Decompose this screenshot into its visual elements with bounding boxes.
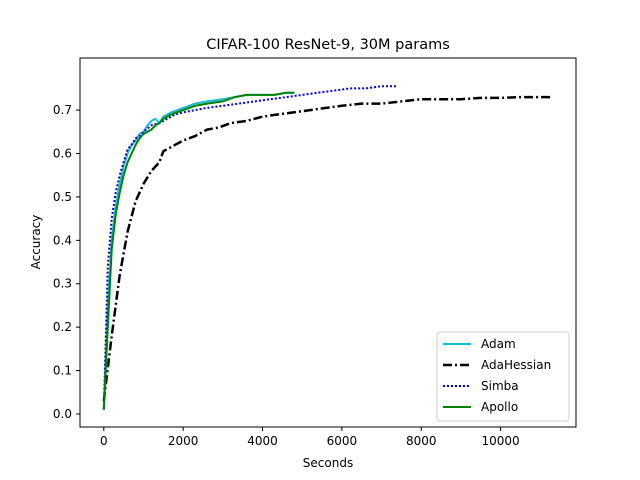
x-ticks: 0 2000 4000 6000 8000 10000 xyxy=(100,427,520,448)
plot-frame xyxy=(79,57,577,428)
x-tick-label: 4000 xyxy=(247,434,278,448)
legend-label-adam: Adam xyxy=(481,337,516,351)
series-line-simba xyxy=(102,85,398,410)
x-tick-label: 10000 xyxy=(482,434,520,448)
legend-label-adahessian: AdaHessian xyxy=(481,358,551,372)
legend: Adam AdaHessian Simba Apollo xyxy=(436,331,570,422)
x-tick-label: 2000 xyxy=(168,434,199,448)
x-tick-label: 6000 xyxy=(327,434,358,448)
y-tick-label: 0.5 xyxy=(53,190,72,204)
y-tick-label: 0.6 xyxy=(53,147,72,161)
series-line-adahessian xyxy=(102,95,553,402)
x-tick-label: 8000 xyxy=(406,434,437,448)
legend-label-simba: Simba xyxy=(481,379,519,393)
legend-label-apollo: Apollo xyxy=(481,400,518,414)
y-tick-label: 0.0 xyxy=(53,407,72,421)
legend-box xyxy=(436,331,570,422)
series-layer xyxy=(102,85,553,410)
y-tick-label: 0.7 xyxy=(53,103,72,117)
x-tick-label: 0 xyxy=(100,434,108,448)
y-tick-label: 0.2 xyxy=(53,320,72,334)
y-tick-label: 0.1 xyxy=(53,364,72,378)
y-ticks: 0.0 0.1 0.2 0.3 0.4 0.5 0.6 0.7 xyxy=(53,103,80,421)
y-axis-title: Accuracy xyxy=(29,215,43,270)
y-tick-label: 0.3 xyxy=(53,277,72,291)
chart-title: CIFAR-100 ResNet-9, 30M params xyxy=(206,37,450,53)
series-line-adam xyxy=(102,91,295,410)
series-line-apollo xyxy=(102,91,295,410)
x-axis-title: Seconds xyxy=(303,456,353,470)
y-tick-label: 0.4 xyxy=(53,233,72,247)
